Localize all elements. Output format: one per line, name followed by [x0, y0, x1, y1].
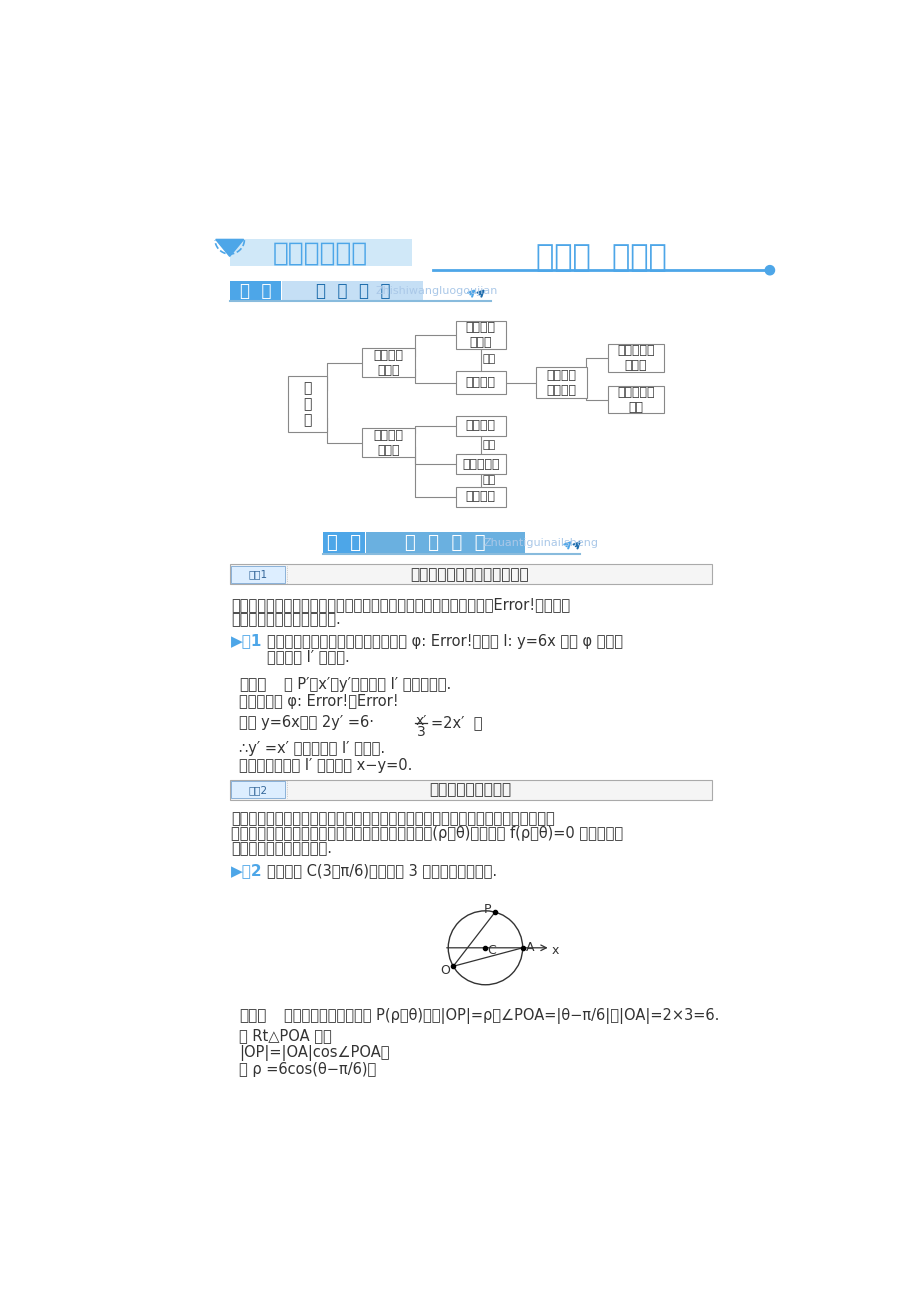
Bar [456, 371, 505, 395]
Text: 求圆心为 C(3，π/6)，半径为 3 的圆的极坐标方程.: 求圆心为 C(3，π/6)，半径为 3 的圆的极坐标方程. [267, 863, 496, 878]
Text: 柱坐标系: 柱坐标系 [465, 419, 495, 432]
Bar [230, 780, 711, 799]
Text: 求曲线的极坐标方程: 求曲线的极坐标方程 [428, 783, 510, 797]
Circle shape [765, 266, 774, 275]
Text: A: A [526, 941, 534, 954]
Text: 就得到曲线的极坐标方程.: 就得到曲线的极坐标方程. [231, 841, 332, 857]
Text: 互化: 互化 [482, 440, 495, 450]
Text: 设 P′（x′，y′）是直线 l′ 上任意一点.: 设 P′（x′，y′）是直线 l′ 上任意一点. [284, 677, 450, 691]
Text: 要分清变换前后的新旧坐标.: 要分清变换前后的新旧坐标. [231, 612, 341, 628]
Text: 极坐标系: 极坐标系 [465, 376, 495, 389]
Text: 平面直角坐标系下图形的变换: 平面直角坐标系下图形的变换 [410, 566, 528, 582]
Text: Zhishiwangluogoujian: Zhishiwangluogoujian [375, 286, 497, 296]
Bar [607, 344, 663, 372]
Text: 件的点的集合或轨迹，将已知条件用曲线上的极坐标(ρ，θ)的关系式 f(ρ，θ)=0 表示出来，: 件的点的集合或轨迹，将已知条件用曲线上的极坐标(ρ，θ)的关系式 f(ρ，θ)=… [231, 827, 623, 841]
Text: 章末归纳提升: 章末归纳提升 [272, 241, 368, 267]
Text: 平面上的
坐标系: 平面上的 坐标系 [373, 349, 403, 376]
Text: 【解】: 【解】 [239, 1008, 267, 1023]
Text: ▶例2: ▶例2 [231, 863, 263, 878]
Text: x′: x′ [415, 713, 426, 728]
Text: 例题2: 例题2 [248, 785, 267, 796]
Text: =2x′  ，: =2x′ ， [431, 715, 482, 730]
Text: ▶例1: ▶例1 [231, 634, 262, 648]
Text: O: O [440, 965, 450, 978]
Text: 3: 3 [416, 725, 425, 740]
Text: 例题1: 例题1 [248, 569, 267, 579]
Text: 代入 y=6x，得 2y′ =6·: 代入 y=6x，得 2y′ =6· [239, 715, 374, 730]
Text: 专  题: 专 题 [326, 534, 360, 552]
Text: 直角坐标系: 直角坐标系 [461, 458, 499, 471]
Text: 第一讲  坐标系: 第一讲 坐标系 [536, 243, 666, 272]
Text: 互化: 互化 [482, 475, 495, 486]
Text: Zhuantiguinailsheng: Zhuantiguinailsheng [483, 538, 598, 548]
Bar [362, 348, 414, 378]
Text: 则 ρ =6cos(θ−π/6)，: 则 ρ =6cos(θ−π/6)， [239, 1061, 376, 1077]
Bar [456, 487, 505, 506]
Text: 在平面直角坐标系中，已知伸缩变换 φ: Error!求直线 l: y=6x 经过 φ 变换后: 在平面直角坐标系中，已知伸缩变换 φ: Error!求直线 l: y=6x 经过… [267, 634, 622, 648]
Bar [366, 533, 525, 553]
Bar [288, 376, 326, 432]
Text: 网  络  构  建: 网 络 构 建 [315, 283, 390, 299]
Text: 平面直角
坐标系: 平面直角 坐标系 [465, 320, 495, 349]
Text: C: C [487, 944, 495, 957]
Bar [536, 367, 586, 398]
Text: 所得直线 l′ 的方程.: 所得直线 l′ 的方程. [267, 648, 349, 664]
Text: 由伸缩变换 φ: Error!得Error!: 由伸缩变换 φ: Error!得Error! [239, 694, 398, 708]
Text: |OP|=|OA|cos∠POA，: |OP|=|OA|cos∠POA， [239, 1044, 389, 1061]
Bar [230, 564, 711, 585]
Text: 在 Rt△POA 中，: 在 Rt△POA 中， [239, 1027, 332, 1043]
Bar [231, 566, 285, 583]
Text: 坐
标
系: 坐 标 系 [302, 381, 311, 427]
Text: ∴y′ =x′ 为所求直线 l′ 的方程.: ∴y′ =x′ 为所求直线 l′ 的方程. [239, 741, 385, 756]
Text: 【解】: 【解】 [239, 677, 267, 691]
Bar [456, 454, 505, 474]
Text: 球坐标系: 球坐标系 [465, 490, 495, 503]
Text: 互化: 互化 [482, 354, 495, 363]
Bar [607, 385, 663, 414]
Bar [231, 781, 285, 798]
Bar [282, 281, 423, 301]
Text: 知  识: 知 识 [239, 283, 271, 299]
Bar [230, 281, 280, 301]
Bar [230, 240, 412, 266]
Bar [323, 533, 364, 553]
Text: 空间中的
坐标系: 空间中的 坐标系 [373, 428, 403, 457]
Text: 平面图形的伸缩变换可由坐标伸缩变换来实现，在使用坐标变换公式Error!时，一定: 平面图形的伸缩变换可由坐标伸缩变换来实现，在使用坐标变换公式Error!时，一定 [231, 596, 570, 612]
Text: 直线的极坐
标方程: 直线的极坐 标方程 [617, 344, 653, 372]
Bar [456, 322, 505, 349]
Bar [362, 428, 414, 457]
Text: 归  纳  提  升: 归 纳 提 升 [404, 534, 485, 552]
Polygon shape [216, 240, 244, 256]
Text: x: x [550, 944, 558, 957]
Text: 如图，设圆上任一点为 P(ρ，θ)，则|OP|=ρ，∠POA=|θ−π/6|，|OA|=2×3=6.: 如图，设圆上任一点为 P(ρ，θ)，则|OP|=ρ，∠POA=|θ−π/6|，|… [284, 1008, 719, 1023]
Text: 因此变换后直线 l′ 的方程为 x−y=0.: 因此变换后直线 l′ 的方程为 x−y=0. [239, 758, 412, 773]
Text: 圆的极坐标
方程: 圆的极坐标 方程 [617, 385, 653, 414]
Text: 曲线的极
坐标方程: 曲线的极 坐标方程 [546, 368, 576, 397]
Text: 求曲线的极坐标的方法和步骤，和求直角坐标方程类似，就是把曲线看作适合某种条: 求曲线的极坐标的方法和步骤，和求直角坐标方程类似，就是把曲线看作适合某种条 [231, 811, 554, 825]
Bar [456, 415, 505, 436]
Text: P: P [483, 902, 491, 915]
